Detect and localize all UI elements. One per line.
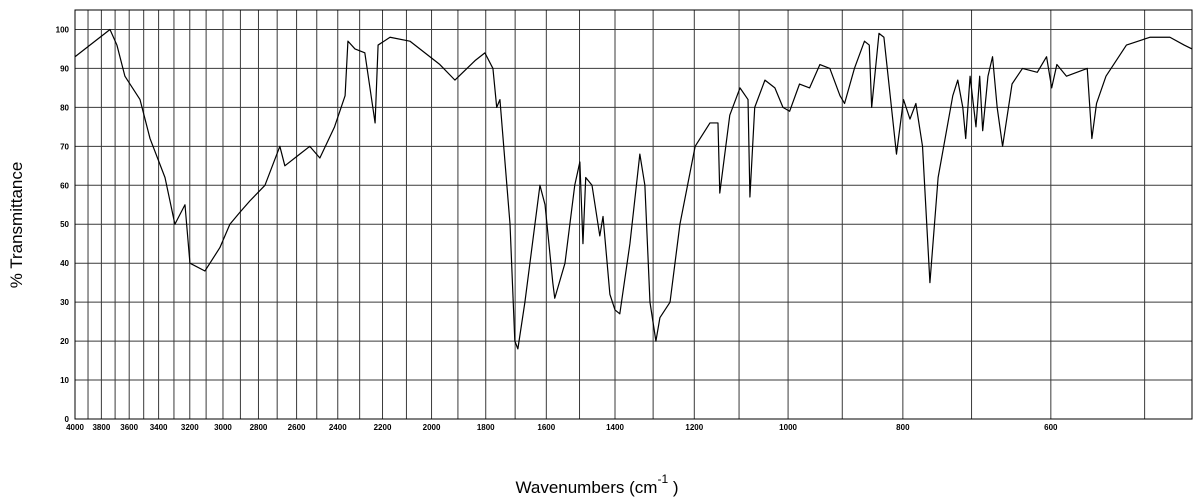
x-tick-label: 600 xyxy=(1044,423,1058,432)
x-tick-label: 4000 xyxy=(66,423,84,432)
x-tick-label: 1400 xyxy=(606,423,624,432)
x-axis-label: Wavenumbers (cm-1 ) xyxy=(515,472,678,497)
x-tick-label: 3200 xyxy=(181,423,199,432)
x-tick-label: 3600 xyxy=(120,423,138,432)
plot-frame xyxy=(74,9,1193,420)
y-tick-label: 0 xyxy=(65,415,70,424)
x-tick-label: 1600 xyxy=(537,423,555,432)
y-tick-label: 10 xyxy=(60,376,69,385)
y-tick-label: 70 xyxy=(60,142,69,151)
x-tick-label: 800 xyxy=(896,423,910,432)
x-tick-label: 3800 xyxy=(92,423,110,432)
y-tick-label: 40 xyxy=(60,259,69,268)
spectrum-line xyxy=(74,28,1193,350)
x-tick-label: 1200 xyxy=(685,423,703,432)
y-tick-label: 50 xyxy=(60,220,69,229)
y-tick-label: 90 xyxy=(60,64,69,73)
x-tick-label: 2200 xyxy=(374,423,392,432)
x-tick-label: 2800 xyxy=(250,423,268,432)
x-tick-label: 2400 xyxy=(329,423,347,432)
y-tick-label: 80 xyxy=(60,103,69,112)
x-tick-label: 2600 xyxy=(288,423,306,432)
y-tick-label: 100 xyxy=(56,25,70,34)
x-tick-label: 1800 xyxy=(477,423,495,432)
y-tick-label: 20 xyxy=(60,337,69,346)
x-tick-label: 3000 xyxy=(214,423,232,432)
x-label-sup: -1 xyxy=(657,472,668,486)
y-tick-label: 60 xyxy=(60,181,69,190)
x-label-text: Wavenumbers (cm xyxy=(515,478,657,497)
x-tick-label: 1000 xyxy=(779,423,797,432)
x-label-end: ) xyxy=(668,478,678,497)
y-axis-label: % Transmittance xyxy=(7,162,26,289)
x-tick-label: 2000 xyxy=(423,423,441,432)
y-tick-label: 30 xyxy=(60,298,69,307)
x-tick-label: 3400 xyxy=(150,423,168,432)
